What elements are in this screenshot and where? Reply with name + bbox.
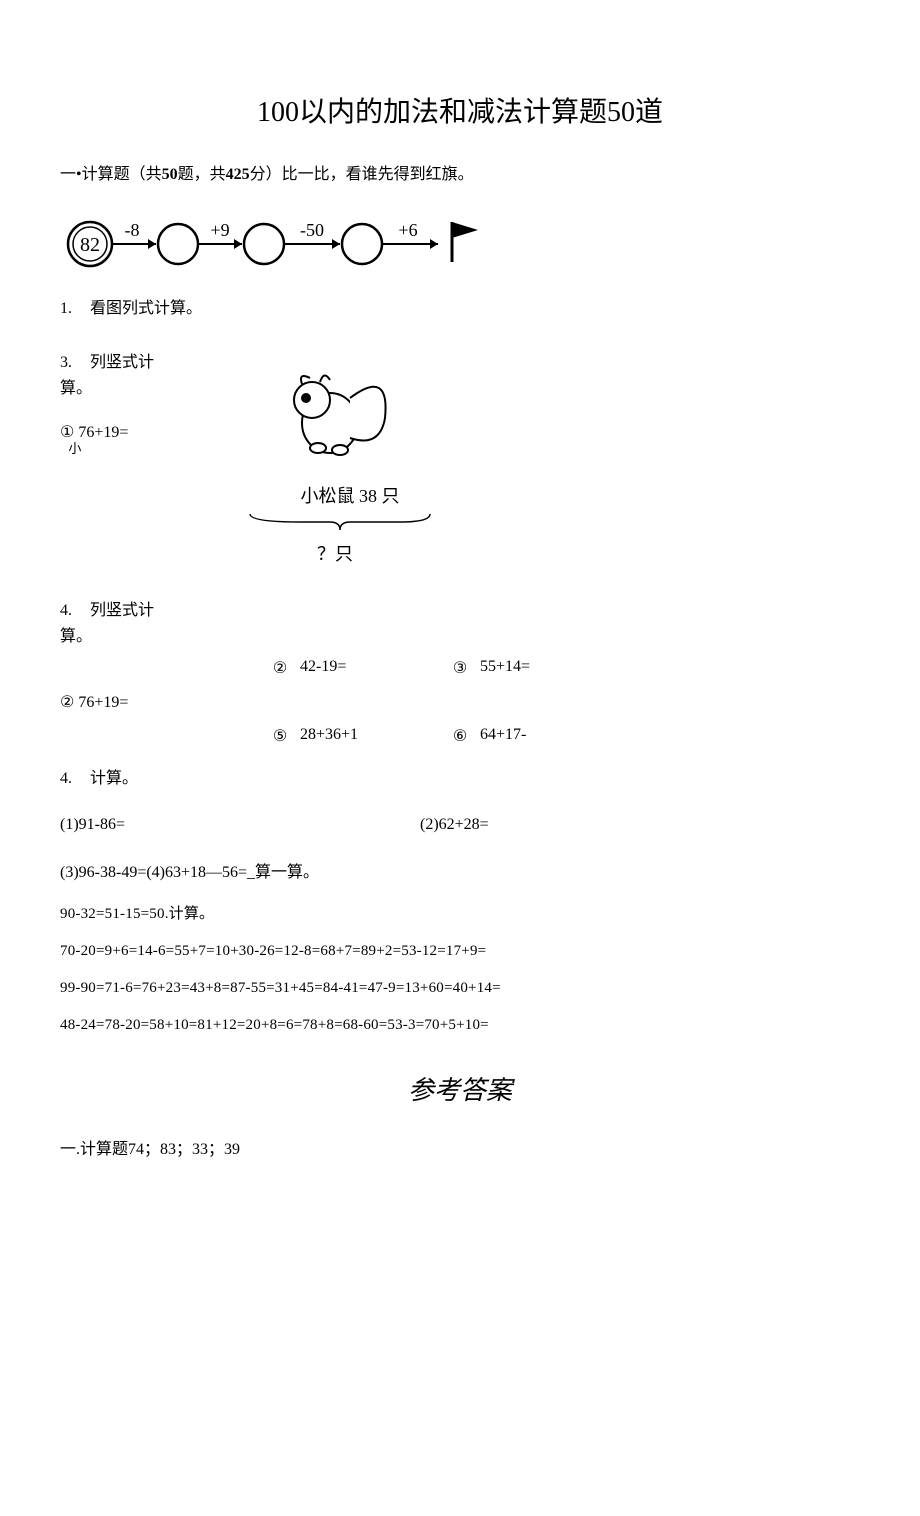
section-header-score: 425 [226, 166, 250, 183]
flag-chain-diagram: 82 -8 +9 -50 +6 [60, 214, 860, 274]
q4a-text-line2: 算。 [60, 622, 860, 646]
eq-mark-3: ③ [440, 658, 480, 678]
svg-text:-50: -50 [300, 220, 324, 240]
eq-mark-5: ⑤ [260, 726, 300, 746]
question-4a: 4. 列竖式计 算。 ② 42-19= ③ 55+14= ② 76+19= ⑤ … [60, 596, 860, 746]
q4b-number: 4. [60, 770, 86, 788]
page-title: 100以内的加法和减法计算题50道 [60, 90, 860, 130]
eq-mark-6: ⑥ [440, 726, 480, 746]
q3-sub-equation: ① 小 76+19= [60, 422, 240, 442]
brace-icon [240, 508, 440, 538]
calc-3-4: (3)96-38-49=(4)63+18—56=_算一算。 [60, 858, 860, 882]
answer-title: 参考答案 [60, 1070, 860, 1107]
svg-text:+9: +9 [210, 220, 229, 240]
squirrel-caption: 小松鼠 38 只 [240, 482, 460, 508]
squirrel-caption-suffix: 只 [377, 486, 400, 506]
calc-1: (1)91-86= [60, 816, 420, 834]
q4b-text: 计算。 [90, 770, 138, 787]
long-eq-1: 70-20=9+6=14-6=55+7=10+30-26=12-8=68+7=8… [60, 943, 860, 960]
squirrel-count: 38 [359, 486, 377, 506]
long-eq-2: 99-90=71-6=76+23=43+8=87-55=31+45=84-41=… [60, 980, 860, 997]
q3-text-line2: 算。 [60, 374, 240, 398]
q3-sub-eq: 76+19= [78, 424, 128, 441]
question-1: 1. 看图列式计算。 [60, 294, 860, 318]
section-header-mid2: 题，共 [178, 166, 226, 183]
q1-number: 1. [60, 300, 86, 318]
question-4b: 4. 计算。 [60, 764, 860, 788]
q3-text: 列竖式计 [90, 354, 154, 371]
flag-start-value: 82 [80, 234, 100, 256]
svg-text:-8: -8 [125, 220, 140, 240]
eq-6: 64+17- [480, 726, 620, 746]
q4a-number: 4. [60, 602, 86, 620]
q3-small-char: 小 [68, 438, 81, 457]
q4a-text: 列竖式计 [90, 602, 154, 619]
q1-text: 看图列式计算。 [90, 300, 202, 317]
eq-3: 55+14= [480, 658, 620, 678]
section-header-suffix: 分）比一比，看谁先得到红旗。 [250, 166, 474, 183]
eq-2: 42-19= [300, 658, 440, 678]
section-header: 一•计算题（共50题，共425分）比一比，看谁先得到红旗。 [60, 160, 860, 184]
eq-5: 28+36+1 [300, 726, 440, 746]
section-header-count: 50 [162, 166, 178, 183]
svg-text:+6: +6 [398, 220, 417, 240]
squirrel-caption-prefix: 小松鼠 [301, 486, 360, 506]
eq-left-2: ② 76+19= [60, 692, 260, 712]
calc-2: (2)62+28= [420, 816, 860, 834]
brace-question: ？只 [210, 540, 460, 566]
long-eq-3: 48-24=78-20=58+10=81+12=20+8=6=78+8=68-6… [60, 1017, 860, 1034]
eq-mark-2: ② [260, 658, 300, 678]
q3-number: 3. [60, 354, 86, 372]
section-header-prefix: 一•计算题（共 [60, 166, 162, 183]
calc-5: 90-32=51-15=50.计算。 [60, 902, 860, 923]
question-3: 3. 列竖式计 [60, 348, 240, 372]
answer-line: 一.计算题74；83；33；39 [60, 1135, 860, 1159]
squirrel-figure: 小松鼠 38 只 ？只 [240, 348, 460, 566]
